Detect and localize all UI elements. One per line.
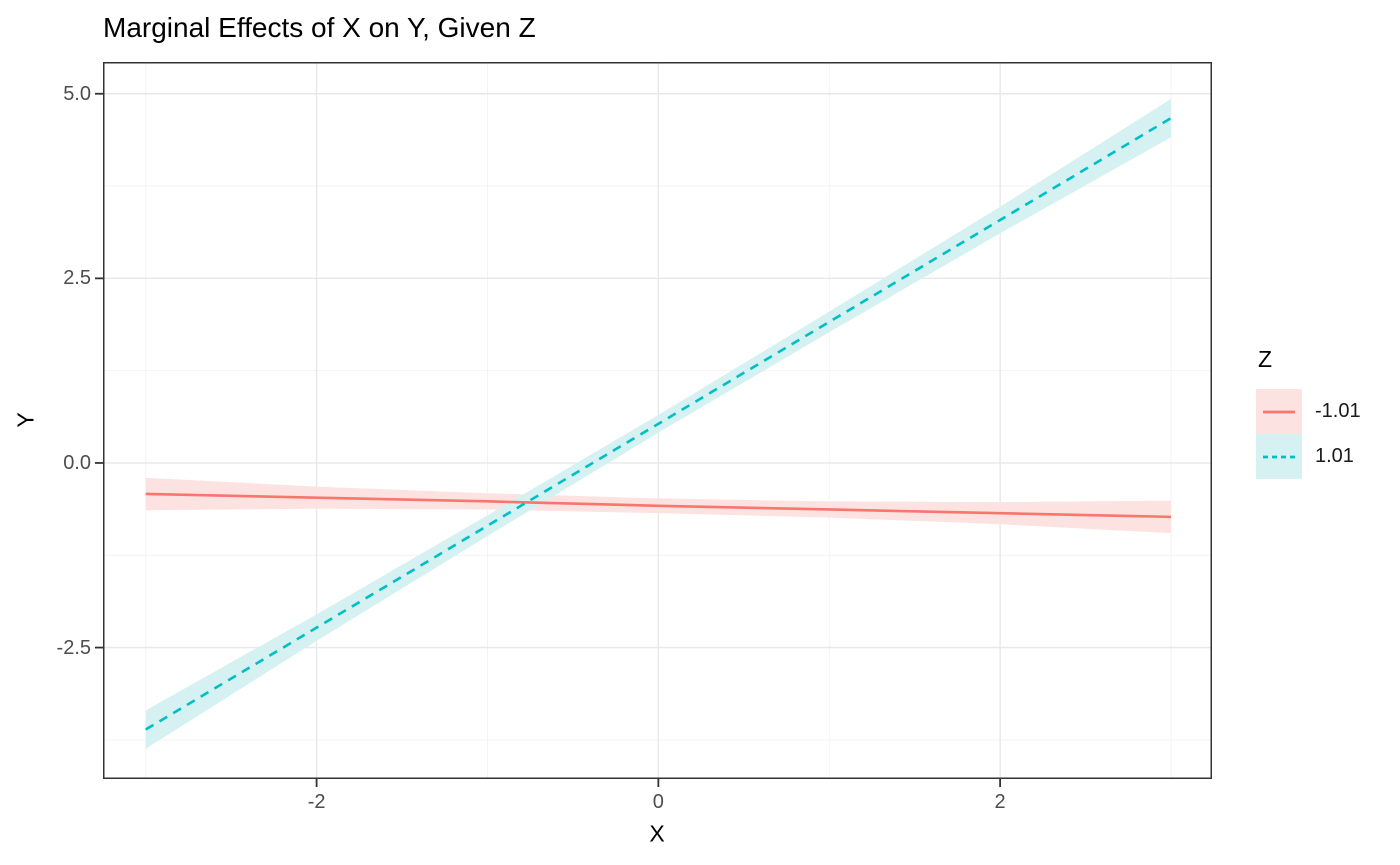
plot-title: Marginal Effects of X on Y, Given Z <box>103 12 536 43</box>
y-tick-label: -2.5 <box>56 636 91 659</box>
legend-item-label: 1.01 <box>1315 445 1354 467</box>
x-axis-title: X <box>649 820 665 847</box>
legend-key-line <box>1263 410 1295 413</box>
legend-item: -1.01 <box>1256 389 1361 434</box>
y-tick-label: 5.0 <box>63 82 91 105</box>
x-tick-label: -2 <box>307 791 326 813</box>
y-axis-title: Y <box>12 412 39 428</box>
x-tick-label: 0 <box>652 791 664 813</box>
legend: Z -1.01 1.01 <box>1256 346 1361 479</box>
legend-key-box <box>1256 389 1302 434</box>
x-tick-label: 2 <box>994 791 1006 813</box>
legend-title: Z <box>1258 346 1273 372</box>
y-tick-label: 2.5 <box>63 267 91 290</box>
y-tick-label: 0.0 <box>63 451 91 474</box>
legend-key-line <box>1263 455 1295 458</box>
legend-item: 1.01 <box>1256 434 1361 479</box>
legend-key-box <box>1256 434 1302 479</box>
legend-item-label: -1.01 <box>1315 400 1361 422</box>
